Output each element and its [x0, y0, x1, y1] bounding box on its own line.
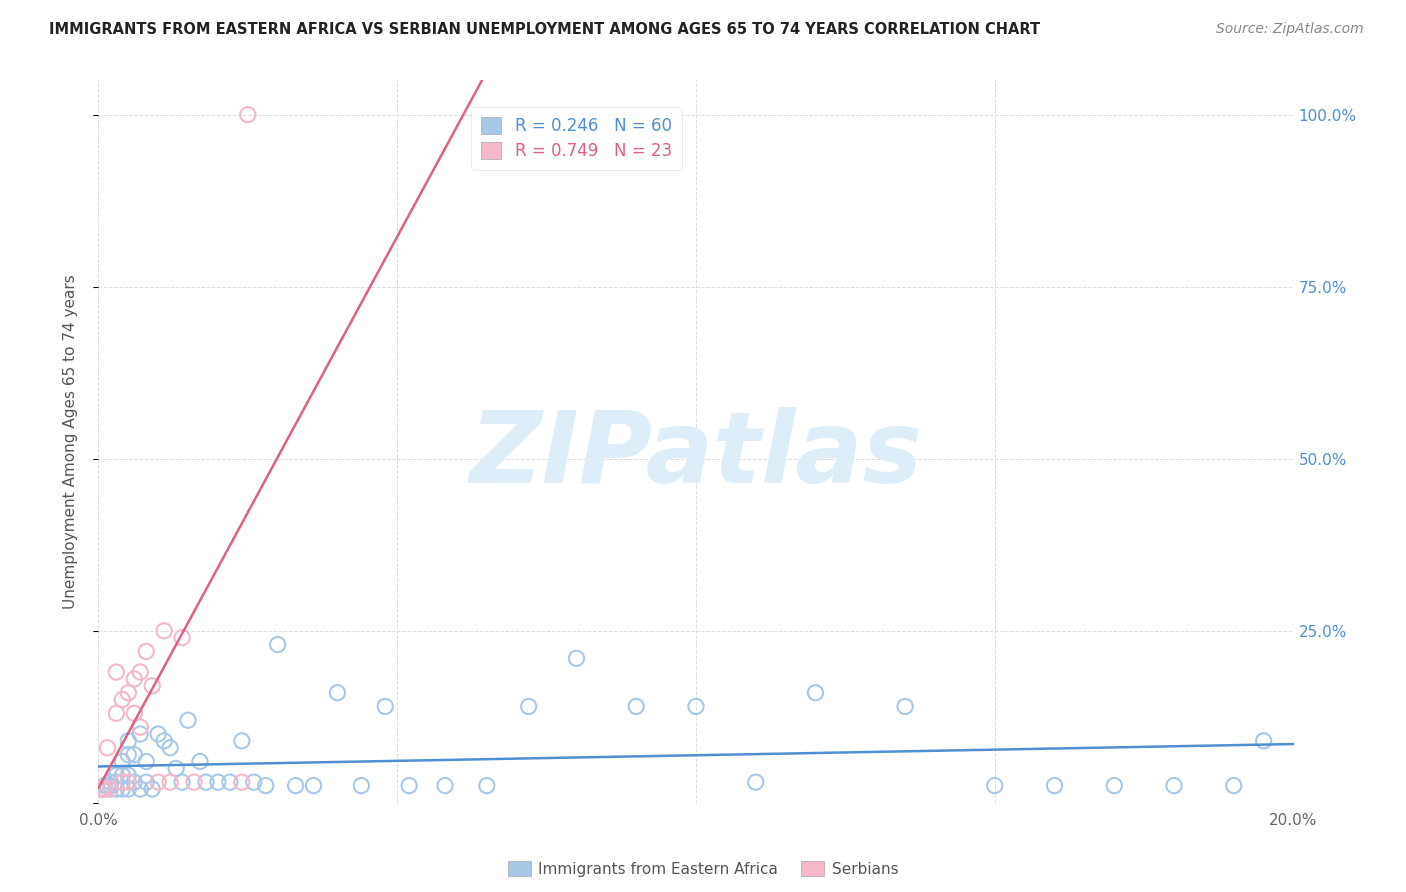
Point	[153, 624, 176, 638]
Point	[111, 755, 134, 769]
Point	[231, 734, 253, 748]
Point	[284, 779, 307, 793]
Point	[1253, 734, 1275, 748]
Point	[98, 775, 122, 789]
Point	[475, 779, 498, 793]
Point	[374, 699, 396, 714]
Point	[254, 779, 277, 793]
Point	[124, 775, 146, 789]
Legend: Immigrants from Eastern Africa, Serbians: Immigrants from Eastern Africa, Serbians	[501, 853, 905, 884]
Point	[159, 740, 181, 755]
Point	[267, 638, 290, 652]
Point	[135, 755, 157, 769]
Point	[745, 775, 768, 789]
Point	[98, 782, 122, 797]
Point	[117, 686, 139, 700]
Point	[124, 706, 146, 721]
Point	[117, 775, 139, 789]
Point	[96, 740, 118, 755]
Point	[117, 747, 139, 762]
Point	[105, 768, 128, 782]
Point	[434, 779, 457, 793]
Point	[236, 108, 259, 122]
Point	[565, 651, 588, 665]
Point	[177, 713, 200, 727]
Point	[195, 775, 218, 789]
Point	[117, 768, 139, 782]
Point	[398, 779, 420, 793]
Text: ZIPatlas: ZIPatlas	[470, 408, 922, 505]
Point	[207, 775, 229, 789]
Point	[105, 665, 128, 679]
Point	[626, 699, 648, 714]
Point	[111, 775, 134, 789]
Point	[98, 782, 122, 797]
Point	[124, 672, 146, 686]
Point	[172, 631, 194, 645]
Point	[117, 782, 139, 797]
Legend: R = 0.246   N = 60, R = 0.749   N = 23: R = 0.246 N = 60, R = 0.749 N = 23	[471, 107, 682, 169]
Point	[105, 706, 128, 721]
Point	[685, 699, 707, 714]
Point	[172, 775, 194, 789]
Point	[90, 782, 112, 797]
Point	[159, 775, 181, 789]
Point	[350, 779, 373, 793]
Point	[105, 775, 128, 789]
Point	[326, 686, 349, 700]
Text: IMMIGRANTS FROM EASTERN AFRICA VS SERBIAN UNEMPLOYMENT AMONG AGES 65 TO 74 YEARS: IMMIGRANTS FROM EASTERN AFRICA VS SERBIA…	[49, 22, 1040, 37]
Point	[129, 727, 152, 741]
Point	[129, 782, 152, 797]
Point	[141, 679, 163, 693]
Point	[243, 775, 266, 789]
Point	[141, 782, 163, 797]
Point	[96, 779, 118, 793]
Point	[219, 775, 242, 789]
Point	[165, 761, 187, 775]
Point	[93, 782, 115, 797]
Point	[105, 782, 128, 797]
Point	[90, 782, 112, 797]
Point	[1163, 779, 1185, 793]
Point	[188, 755, 211, 769]
Point	[894, 699, 917, 714]
Point	[302, 779, 325, 793]
Point	[148, 727, 170, 741]
Point	[231, 775, 253, 789]
Point	[129, 720, 152, 734]
Point	[117, 734, 139, 748]
Point	[148, 775, 170, 789]
Point	[93, 779, 115, 793]
Point	[129, 665, 152, 679]
Point	[135, 644, 157, 658]
Point	[804, 686, 827, 700]
Point	[111, 692, 134, 706]
Point	[517, 699, 540, 714]
Y-axis label: Unemployment Among Ages 65 to 74 years: Unemployment Among Ages 65 to 74 years	[63, 274, 77, 609]
Point	[183, 775, 205, 789]
Text: Source: ZipAtlas.com: Source: ZipAtlas.com	[1216, 22, 1364, 37]
Point	[111, 775, 134, 789]
Point	[1223, 779, 1246, 793]
Point	[135, 775, 157, 789]
Point	[984, 779, 1007, 793]
Point	[111, 782, 134, 797]
Point	[93, 782, 115, 797]
Point	[1043, 779, 1066, 793]
Point	[153, 734, 176, 748]
Point	[111, 768, 134, 782]
Point	[1104, 779, 1126, 793]
Point	[124, 747, 146, 762]
Point	[98, 779, 122, 793]
